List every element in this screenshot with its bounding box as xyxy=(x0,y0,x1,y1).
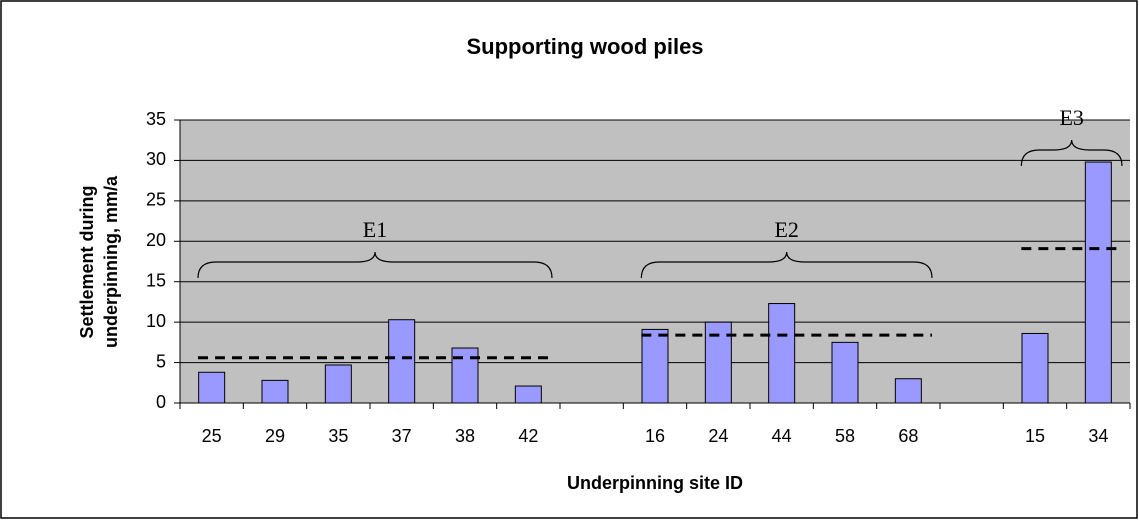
x-tick-label: 58 xyxy=(835,426,855,446)
bar xyxy=(388,319,416,404)
y-tick-label: 20 xyxy=(146,230,166,250)
x-axis-title: Underpinning site ID xyxy=(567,473,743,493)
bar xyxy=(768,303,796,404)
chart-title: Supporting wood piles xyxy=(466,34,703,59)
y-tick-label: 0 xyxy=(156,392,166,412)
group-label: E3 xyxy=(1059,105,1083,130)
group-brace xyxy=(640,251,933,279)
x-tick-label: 42 xyxy=(518,426,538,446)
group-brace xyxy=(1020,139,1123,167)
x-tick-label: 15 xyxy=(1025,426,1045,446)
bar xyxy=(894,378,922,404)
x-tick-label: 29 xyxy=(265,426,285,446)
bar xyxy=(198,371,226,404)
y-axis-title-line: Settlement during xyxy=(77,185,97,338)
x-tick-label: 44 xyxy=(772,426,792,446)
group-label: E2 xyxy=(774,217,798,242)
x-tick-label: 35 xyxy=(328,426,348,446)
x-tick-label: 25 xyxy=(202,426,222,446)
y-tick-label: 30 xyxy=(146,149,166,169)
y-axis-title: Settlement during underpinning, mm/a xyxy=(77,175,121,348)
group-brace xyxy=(197,251,553,279)
x-tick-label: 68 xyxy=(898,426,918,446)
x-tick-label: 37 xyxy=(392,426,412,446)
y-axis-title-line: underpinning, mm/a xyxy=(101,175,121,348)
x-tick-label: 16 xyxy=(645,426,665,446)
bar xyxy=(641,328,669,404)
y-tick-label: 15 xyxy=(146,270,166,290)
bar xyxy=(1084,161,1112,404)
x-tick-label: 38 xyxy=(455,426,475,446)
y-tick-label: 5 xyxy=(156,351,166,371)
bar xyxy=(831,341,859,404)
x-tick-label: 34 xyxy=(1088,426,1108,446)
y-tick-label: 10 xyxy=(146,311,166,331)
bar xyxy=(1021,332,1049,404)
bar xyxy=(261,379,289,404)
bar xyxy=(514,385,542,404)
group-label: E1 xyxy=(363,217,387,242)
y-tick-label: 35 xyxy=(146,109,166,129)
x-tick-label: 24 xyxy=(708,426,728,446)
y-tick-label: 25 xyxy=(146,190,166,210)
bar xyxy=(324,364,352,404)
